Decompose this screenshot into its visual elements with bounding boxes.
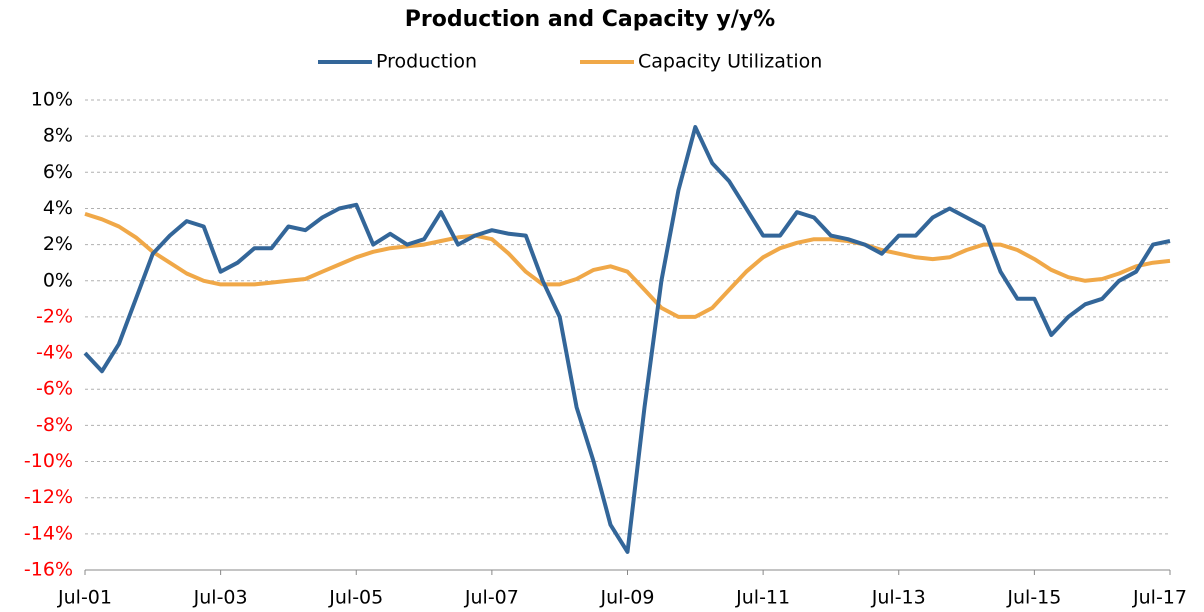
x-tick-label: Jul-03 bbox=[193, 587, 248, 609]
y-tick-label: -4% bbox=[36, 342, 73, 364]
y-tick-label: -14% bbox=[24, 522, 73, 544]
x-tick-label: Jul-07 bbox=[464, 587, 519, 609]
y-tick-label: -6% bbox=[36, 378, 73, 400]
y-tick-label: 8% bbox=[43, 125, 73, 147]
y-tick-label: 6% bbox=[43, 161, 73, 183]
y-tick-label: 10% bbox=[31, 89, 73, 111]
chart-title: Production and Capacity y/y% bbox=[405, 7, 775, 32]
x-tick-label: Jul-05 bbox=[328, 587, 383, 609]
data-line bbox=[83, 125, 1171, 554]
y-tick-label: 4% bbox=[43, 197, 73, 219]
x-tick-label: Jul-17 bbox=[1132, 587, 1187, 609]
legend-label: Production bbox=[376, 51, 477, 73]
y-tick-label: -12% bbox=[24, 486, 73, 508]
y-tick-label: -10% bbox=[24, 450, 73, 472]
y-tick-label: 0% bbox=[43, 269, 73, 291]
y-tick-label: -8% bbox=[36, 414, 73, 436]
y-tick-label: -16% bbox=[24, 559, 73, 581]
y-tick-label: -2% bbox=[36, 305, 73, 327]
x-tick-label: Jul-01 bbox=[57, 587, 112, 609]
legend-label: Capacity Utilization bbox=[638, 51, 822, 73]
x-tick-label: Jul-15 bbox=[1006, 587, 1061, 609]
x-tick-label: Jul-13 bbox=[871, 587, 926, 609]
x-tick-label: Jul-09 bbox=[600, 587, 655, 609]
y-tick-label: 2% bbox=[43, 233, 73, 255]
data-line bbox=[84, 211, 1171, 319]
x-tick-label: Jul-11 bbox=[735, 587, 790, 609]
